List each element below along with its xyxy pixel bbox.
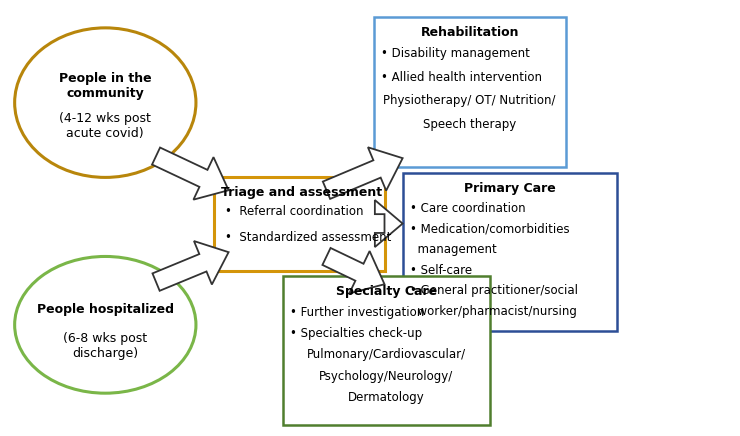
Polygon shape bbox=[152, 241, 229, 291]
Polygon shape bbox=[323, 147, 403, 199]
Text: Triage and assessment: Triage and assessment bbox=[221, 186, 383, 199]
Text: • General practitioner/social: • General practitioner/social bbox=[410, 284, 578, 297]
Text: (4-12 wks post
acute covid): (4-12 wks post acute covid) bbox=[59, 112, 151, 140]
Text: • Further investigation: • Further investigation bbox=[290, 306, 425, 319]
Text: Psychology/Neurology/: Psychology/Neurology/ bbox=[319, 370, 454, 383]
Polygon shape bbox=[152, 147, 229, 200]
Text: People hospitalized: People hospitalized bbox=[37, 303, 174, 317]
Text: •  Standardized assessment: • Standardized assessment bbox=[225, 231, 391, 244]
Text: People in the
community: People in the community bbox=[59, 72, 152, 99]
FancyBboxPatch shape bbox=[374, 17, 566, 167]
Text: worker/pharmacist/nursing: worker/pharmacist/nursing bbox=[410, 305, 576, 318]
Text: Rehabilitation: Rehabilitation bbox=[420, 26, 519, 39]
Polygon shape bbox=[323, 248, 385, 293]
Text: management: management bbox=[410, 243, 497, 256]
FancyBboxPatch shape bbox=[214, 177, 385, 271]
Text: • Allied health intervention: • Allied health intervention bbox=[381, 71, 542, 84]
Text: Primary Care: Primary Care bbox=[464, 182, 556, 195]
Text: • Self-care: • Self-care bbox=[410, 264, 472, 277]
Text: (6-8 wks post
discharge): (6-8 wks post discharge) bbox=[63, 332, 147, 360]
Text: • Medication/comorbidities: • Medication/comorbidities bbox=[410, 223, 570, 236]
Text: • Disability management: • Disability management bbox=[381, 47, 530, 60]
Text: Pulmonary/Cardiovascular/: Pulmonary/Cardiovascular/ bbox=[307, 348, 466, 361]
Text: Specialty Care: Specialty Care bbox=[336, 285, 437, 298]
Text: Speech therapy: Speech therapy bbox=[423, 118, 517, 131]
Text: Physiotherapy/ OT/ Nutrition/: Physiotherapy/ OT/ Nutrition/ bbox=[383, 94, 556, 107]
FancyBboxPatch shape bbox=[283, 276, 490, 425]
Text: •  Referral coordination: • Referral coordination bbox=[225, 205, 363, 218]
Text: Dermatology: Dermatology bbox=[348, 391, 425, 404]
Polygon shape bbox=[375, 200, 403, 247]
FancyBboxPatch shape bbox=[403, 173, 616, 331]
Text: • Care coordination: • Care coordination bbox=[410, 202, 525, 215]
Text: • Specialties check-up: • Specialties check-up bbox=[290, 327, 423, 340]
